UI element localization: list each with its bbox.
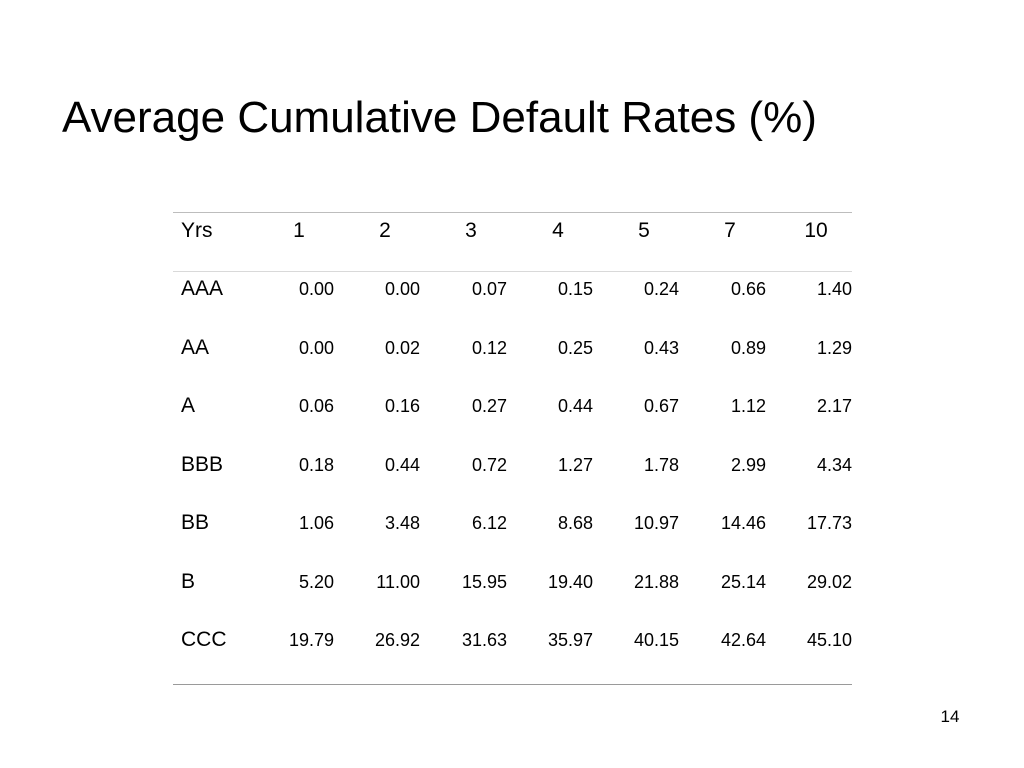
value-cell: 2.17 — [816, 396, 852, 416]
value-cell: 21.88 — [633, 571, 679, 592]
value-cell: 0.15 — [557, 279, 593, 299]
table-row: BBB 0.18 0.44 0.72 1.27 1.78 2.99 4.34 — [173, 448, 852, 506]
header-col-0: 1 — [293, 219, 305, 242]
value-cell: 0.43 — [643, 337, 679, 358]
value-cell: 29.02 — [806, 571, 852, 592]
value-cell: 17.73 — [806, 513, 852, 533]
slide-title: Average Cumulative Default Rates (%) — [62, 93, 817, 142]
value-cell: 0.67 — [643, 396, 679, 416]
value-cell: 1.78 — [643, 454, 679, 475]
value-cell: 5.20 — [298, 571, 334, 592]
row-label-cell: BB — [181, 511, 210, 534]
value-cell: 15.95 — [461, 571, 507, 592]
header-col-1: 2 — [379, 219, 391, 242]
value-cell: 0.06 — [298, 396, 334, 416]
page-number: 14 — [940, 707, 960, 726]
value-cell: 0.27 — [471, 396, 507, 416]
value-cell: 2.99 — [730, 454, 766, 475]
value-cell: 0.44 — [557, 396, 593, 416]
value-cell: 0.44 — [384, 454, 420, 475]
header-label-cell: Yrs — [181, 219, 213, 242]
value-cell: 1.27 — [557, 454, 593, 475]
value-cell: 1.40 — [816, 279, 852, 299]
table-header-row: Yrs 1 2 3 4 5 7 10 — [173, 213, 852, 272]
value-cell: 45.10 — [806, 630, 852, 650]
value-cell: 26.92 — [374, 630, 420, 650]
value-cell: 1.29 — [816, 337, 852, 358]
value-cell: 0.00 — [298, 337, 334, 358]
value-cell: 0.89 — [730, 337, 766, 358]
value-cell: 0.25 — [557, 337, 593, 358]
header-col-6: 10 — [804, 219, 828, 242]
value-cell: 4.34 — [816, 454, 852, 475]
table-row: CCC 19.79 26.92 31.63 35.97 40.15 42.64 45.10 — [173, 623, 852, 681]
row-label-cell: B — [181, 569, 196, 593]
table-row: BB 1.06 3.48 6.12 8.68 10.97 14.46 17.73 — [173, 506, 852, 564]
value-cell: 0.00 — [298, 279, 334, 299]
value-cell: 0.16 — [384, 396, 420, 416]
header-col-2: 3 — [465, 219, 477, 242]
value-cell: 31.63 — [461, 630, 507, 650]
value-cell: 42.64 — [720, 630, 766, 650]
value-cell: 19.79 — [288, 630, 334, 650]
table-row: AAA 0.00 0.00 0.07 0.15 0.24 0.66 1.40 — [173, 272, 852, 330]
header-col-3: 4 — [552, 219, 564, 242]
value-cell: 1.12 — [730, 396, 766, 416]
table-row: A 0.06 0.16 0.27 0.44 0.67 1.12 2.17 — [173, 389, 852, 447]
value-cell: 0.24 — [643, 279, 679, 299]
value-cell: 35.97 — [547, 630, 593, 650]
row-label-cell: AAA — [181, 277, 224, 300]
row-label-cell: AA — [181, 335, 210, 359]
value-cell: 0.72 — [471, 454, 507, 475]
value-cell: 0.18 — [298, 454, 334, 475]
table-row: AA 0.00 0.02 0.12 0.25 0.43 0.89 1.29 — [173, 331, 852, 389]
value-cell: 1.06 — [298, 513, 334, 533]
header-col-4: 5 — [638, 219, 650, 242]
value-cell: 14.46 — [720, 513, 766, 533]
header-col-5: 7 — [724, 219, 736, 242]
value-cell: 40.15 — [633, 630, 679, 650]
value-cell: 25.14 — [720, 571, 766, 592]
row-label-cell: A — [181, 394, 196, 417]
value-cell: 0.12 — [471, 337, 507, 358]
value-cell: 0.07 — [471, 279, 507, 299]
row-label-cell: CCC — [181, 628, 227, 651]
row-label-cell: BBB — [181, 452, 224, 476]
value-cell: 8.68 — [557, 513, 593, 533]
value-cell: 0.66 — [730, 279, 766, 299]
value-cell: 0.02 — [384, 337, 420, 358]
value-cell: 6.12 — [471, 513, 507, 533]
value-cell: 10.97 — [633, 513, 679, 533]
table-row: B 5.20 11.00 15.95 19.40 21.88 25.14 29.02 — [173, 565, 852, 623]
value-cell: 0.00 — [384, 279, 420, 299]
default-rates-table: Yrs 1 2 3 4 5 7 10 AAA 0.00 0.00 0.07 0.15 0.24 0.66… — [173, 212, 852, 685]
value-cell: 11.00 — [376, 571, 420, 592]
value-cell: 3.48 — [384, 513, 420, 533]
value-cell: 19.40 — [547, 571, 593, 592]
